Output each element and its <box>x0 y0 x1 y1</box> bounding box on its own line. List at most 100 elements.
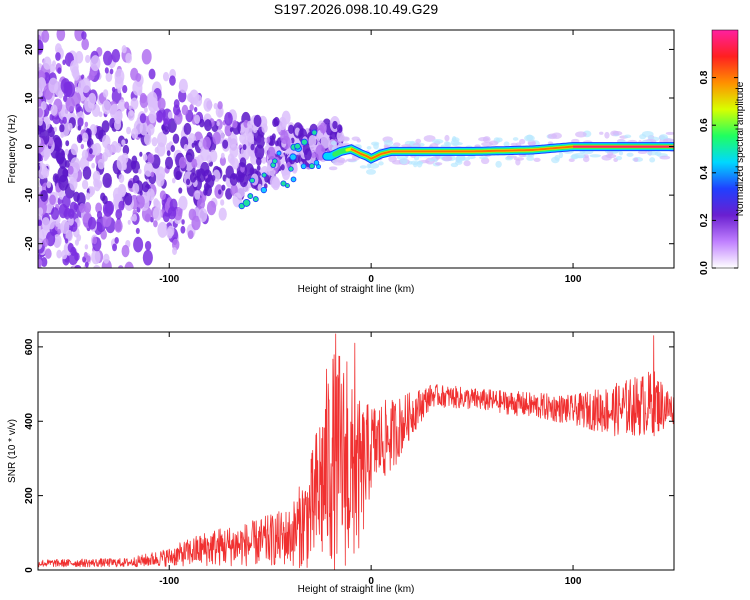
spectrogram-blob <box>133 236 144 253</box>
spectrogram-blob <box>253 114 262 128</box>
spectrogram-blob <box>551 132 562 139</box>
spectrogram-blob <box>479 156 488 160</box>
spectrogram-blob <box>164 125 169 133</box>
spectrogram-blob <box>526 156 535 161</box>
top-ytick-label: 10 <box>24 92 35 104</box>
spectrogram-bright-spot <box>300 163 307 170</box>
spectrogram-blob <box>311 152 316 159</box>
spectrogram-blob <box>185 178 191 186</box>
bottom-y-axis-label: SNR (10 * v/v) <box>7 419 18 483</box>
top-ytick-label: -10 <box>24 187 35 202</box>
spectrogram-bright-spot <box>294 142 301 150</box>
spectrogram-blob <box>58 203 68 219</box>
spectrogram-blob <box>111 49 121 63</box>
spectrogram-blob <box>67 122 73 131</box>
spectrogram-blob <box>185 148 195 163</box>
spectrogram-blob <box>166 150 171 157</box>
spectrogram-blob <box>155 173 165 187</box>
spectrogram-blob <box>332 160 345 166</box>
spectrogram-blob <box>67 208 75 219</box>
spectrogram-blob <box>206 200 217 216</box>
spectrogram-blob <box>94 279 97 284</box>
spectrogram-blob <box>217 101 223 110</box>
spectrogram-blob <box>478 137 490 142</box>
spectrogram-ridge <box>322 142 674 164</box>
top-ytick-label: 20 <box>24 43 35 55</box>
spectrogram-blob <box>81 179 89 190</box>
spectrogram-blob <box>206 154 212 163</box>
spectrogram-blob <box>412 162 418 168</box>
spectrogram-blob <box>114 236 119 244</box>
spectrogram-blob <box>171 177 176 184</box>
spectrogram-blob <box>104 282 109 289</box>
spectrogram-blob <box>659 155 671 160</box>
top-x-axis: -100 0 100 <box>159 30 582 285</box>
spectrogram-blob <box>281 166 291 181</box>
spectrogram-blob <box>172 133 180 144</box>
spectrogram-blob <box>117 99 126 112</box>
spectrogram-blob <box>42 238 49 247</box>
spectrogram-blob <box>92 236 98 245</box>
spectrogram-blob <box>533 157 541 163</box>
snr-series-line <box>38 333 674 570</box>
spectrogram-blob <box>77 117 84 127</box>
spectrogram-blob <box>81 38 90 51</box>
spectrogram-blob <box>81 149 89 160</box>
spectrogram-blob <box>38 219 43 226</box>
spectrogram-blob <box>52 60 56 67</box>
spectrogram-blob <box>132 214 137 222</box>
bottom-ytick-label: 200 <box>24 487 35 504</box>
spectrogram-blob <box>641 130 654 138</box>
spectrogram-blob <box>117 87 122 94</box>
spectrogram-blob <box>124 261 134 268</box>
spectrogram-blob <box>130 67 139 81</box>
spectrogram-blob <box>222 139 229 149</box>
spectrogram-blob <box>63 95 68 103</box>
spectrogram-blob <box>290 137 295 144</box>
spectrogram-blob <box>388 155 397 163</box>
spectrogram-blob <box>112 243 118 252</box>
spectrogram-blob <box>589 154 602 158</box>
spectrogram-blob <box>84 244 89 250</box>
spectrogram-blob <box>189 104 194 112</box>
spectrogram-blob <box>102 100 112 115</box>
spectrogram-blob <box>58 174 69 191</box>
snr-frame <box>37 331 675 571</box>
spectrogram-blob <box>345 158 357 162</box>
spectrogram-blob <box>211 174 216 182</box>
spectrogram-blob <box>38 117 43 126</box>
spectrogram-blob <box>73 203 79 211</box>
spectrogram-blob <box>142 153 148 161</box>
spectrogram-blob <box>441 155 453 162</box>
spectrogram-blob <box>570 154 578 160</box>
spectrogram-blob <box>75 86 80 93</box>
spectrogram-blob <box>330 140 337 146</box>
spectrogram-blob <box>163 118 169 127</box>
spectrogram-blob <box>124 101 130 110</box>
spectrogram-bright-spot <box>261 172 267 178</box>
spectrogram-blob <box>117 265 124 268</box>
spectrogram-blob <box>65 140 70 147</box>
top-xtick-label: 0 <box>368 274 374 285</box>
spectrogram-blob <box>128 105 132 111</box>
colorbar: 0.0 0.2 0.4 0.6 0.8 Normalized spectral ampl… <box>699 29 746 275</box>
spectrogram-blob <box>649 157 656 163</box>
spectrogram-blob <box>147 123 155 136</box>
spectrogram-blob <box>132 79 143 96</box>
spectrogram-blob <box>83 201 92 214</box>
spectrogram-blob <box>57 228 61 235</box>
spectrogram-blob <box>194 190 201 200</box>
spectrogram-blob <box>181 104 189 116</box>
spectrogram-blob <box>147 153 155 165</box>
spectrogram-blob <box>247 132 254 143</box>
bottom-x-axis-label: Height of straight line (km) <box>298 584 415 595</box>
spectrogram-blob <box>252 125 258 134</box>
spectrogram-blob <box>271 133 276 140</box>
spectrogram-blob <box>112 187 123 202</box>
spectrogram-blob <box>38 164 41 171</box>
spectrogram-blob <box>169 198 178 212</box>
bottom-ytick-label: 600 <box>24 338 35 355</box>
spectrogram-blob <box>38 207 44 216</box>
spectrogram-blob <box>80 74 85 80</box>
spectrogram-blob <box>82 132 89 143</box>
